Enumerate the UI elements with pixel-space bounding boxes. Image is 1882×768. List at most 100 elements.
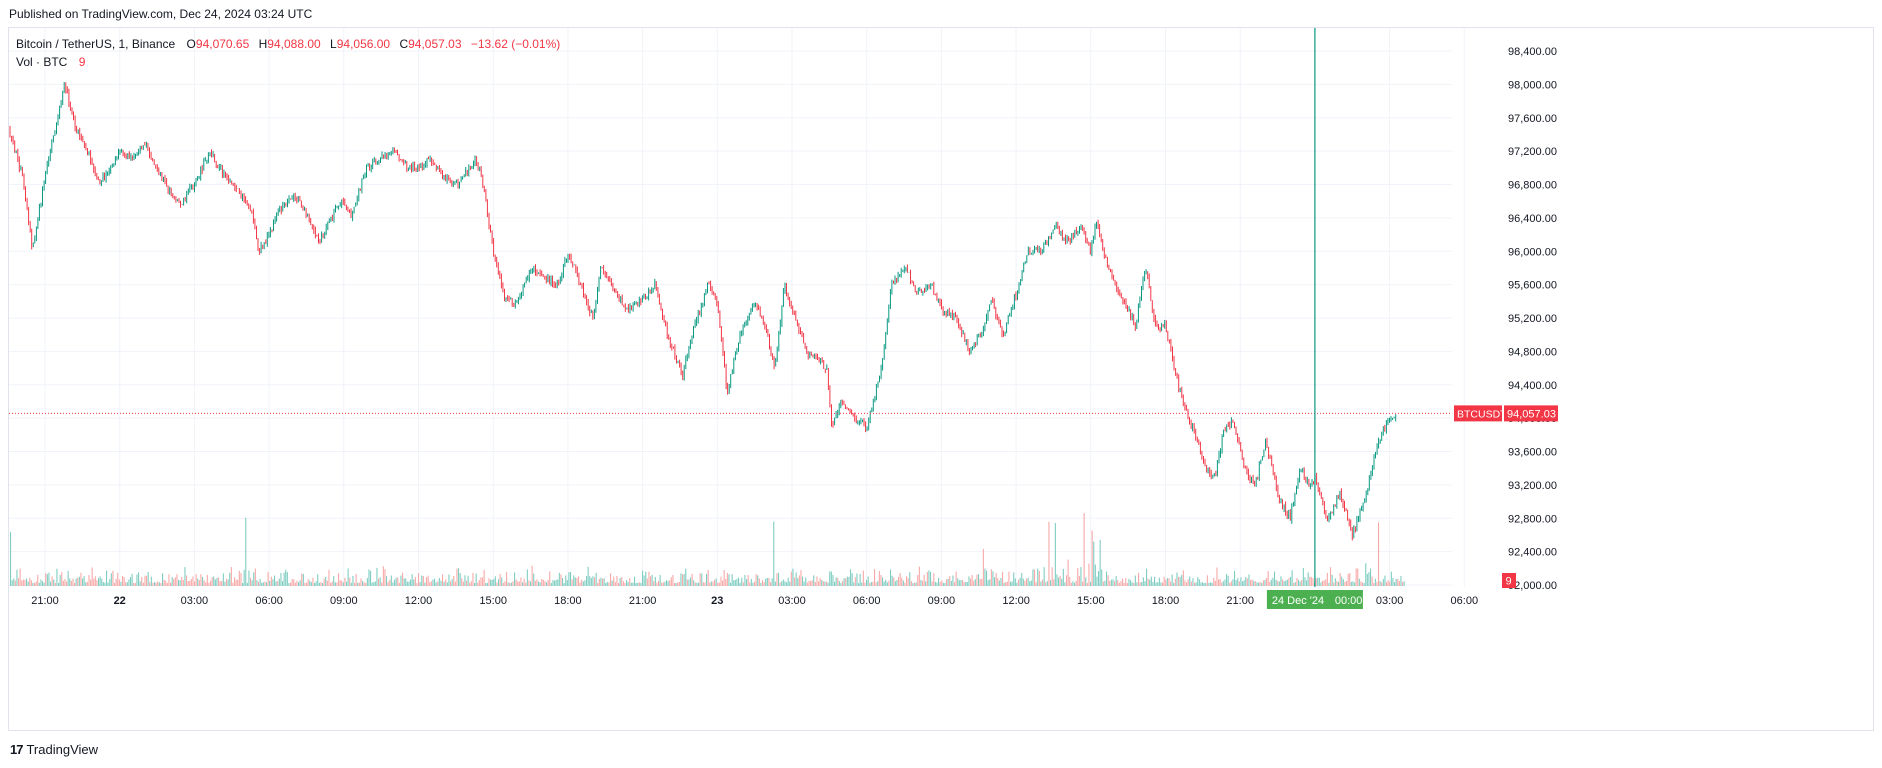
volume-bar: [957, 578, 959, 586]
volume-bar: [947, 578, 949, 586]
volume-bar: [1339, 573, 1341, 586]
volume-bar: [1306, 580, 1308, 586]
volume-bar: [546, 582, 548, 586]
volume-bar: [1307, 572, 1309, 586]
volume-bar: [286, 572, 288, 586]
volume-bar: [1381, 582, 1383, 586]
volume-bar: [827, 582, 829, 586]
volume-bar: [878, 571, 880, 586]
volume-bar: [1277, 581, 1279, 586]
volume-label[interactable]: Vol · BTC: [16, 55, 68, 69]
volume-bar: [1010, 581, 1012, 586]
volume-bar: [387, 582, 389, 586]
change-value: −13.62 (−0.01%): [470, 37, 561, 51]
volume-bar: [1298, 579, 1300, 586]
volume-bar: [618, 582, 620, 586]
volume-bar: [1150, 576, 1152, 586]
volume-bar: [1389, 581, 1391, 586]
volume-bar: [1291, 570, 1293, 586]
volume-bar: [96, 580, 98, 586]
volume-bar: [554, 580, 556, 586]
volume-bar: [1021, 573, 1023, 586]
volume-bar: [13, 578, 15, 586]
candlestick-chart[interactable]: 98,400.00 98,000.00 97,600.00 97,200.00 96,8…: [0, 0, 1882, 740]
volume-bar: [1370, 568, 1372, 586]
volume-bar: [1221, 582, 1223, 586]
volume-bar: [510, 582, 512, 586]
volume-bar: [1037, 568, 1039, 586]
volume-bar: [1376, 581, 1378, 586]
volume-bar: [386, 576, 388, 586]
volume-bar: [622, 581, 624, 586]
volume-bar: [110, 573, 112, 586]
volume-bar: [80, 572, 82, 586]
volume-bar: [1206, 575, 1208, 586]
volume-bar: [1294, 582, 1296, 586]
volume-bar: [131, 573, 133, 586]
volume-bar: [83, 576, 85, 586]
x-axis-tick-label: 15:00: [1077, 595, 1105, 607]
volume-bar: [323, 578, 325, 586]
volume-bar: [918, 566, 920, 586]
volume-bar: [128, 579, 130, 586]
volume-bar: [1062, 568, 1064, 586]
volume-bar: [458, 568, 460, 586]
volume-bar: [494, 576, 496, 586]
volume-bar: [1278, 581, 1280, 586]
volume-bar: [288, 583, 290, 586]
x-axis-tick-label: 21:00: [1226, 595, 1254, 607]
x-axis-tick-label: 22: [114, 595, 126, 607]
volume-bar: [992, 571, 994, 586]
volume-bar: [142, 582, 144, 586]
volume-bar: [677, 582, 679, 586]
volume-bar: [496, 582, 498, 586]
volume-bar: [739, 582, 741, 586]
volume-bar: [1170, 581, 1172, 586]
volume-bar: [661, 582, 663, 586]
volume-bar: [298, 582, 300, 586]
volume-bar: [370, 570, 372, 586]
volume-bar: [334, 582, 336, 586]
volume-bar: [82, 578, 84, 586]
volume-bar: [1253, 580, 1255, 586]
volume-bar: [1259, 582, 1261, 586]
volume-bar: [299, 580, 301, 586]
volume-bar: [706, 574, 708, 586]
volume-bar: [1251, 579, 1253, 586]
volume-bar: [602, 578, 604, 586]
volume-bar: [1216, 567, 1218, 586]
volume-bar: [205, 582, 207, 586]
volume-bar: [378, 578, 380, 586]
volume-bar: [1200, 582, 1202, 586]
volume-bar: [1106, 571, 1108, 586]
volume-bar: [1075, 580, 1077, 586]
volume-bar: [46, 574, 48, 586]
volume-bar: [366, 578, 368, 586]
volume-bar: [1048, 521, 1050, 586]
volume-bar: [883, 581, 885, 586]
volume-bar: [934, 581, 936, 586]
volume-bar: [1030, 580, 1032, 586]
volume-bar: [627, 582, 629, 586]
volume-bar: [43, 582, 45, 586]
volume-bar: [1266, 578, 1268, 586]
symbol-name[interactable]: Bitcoin / TetherUS, 1, Binance: [16, 37, 176, 51]
volume-bar: [822, 581, 824, 586]
volume-bar: [461, 578, 463, 586]
volume-bar: [920, 579, 922, 586]
volume-bar: [712, 581, 714, 586]
volume-bar: [1330, 567, 1332, 586]
volume-bar: [589, 576, 591, 586]
volume-bar: [195, 574, 197, 586]
volume-bar: [1006, 581, 1008, 586]
tradingview-brand[interactable]: 17 TradingView: [10, 742, 98, 757]
volume-bar: [637, 582, 639, 586]
x-axis-tick-label: 06:00: [1451, 595, 1479, 607]
volume-bar: [573, 575, 575, 586]
volume-bar: [584, 580, 586, 586]
volume-bar: [941, 580, 943, 586]
volume-bar: [296, 580, 298, 586]
volume-bar: [683, 574, 685, 586]
volume-bar: [1152, 581, 1154, 586]
volume-bar: [538, 581, 540, 586]
